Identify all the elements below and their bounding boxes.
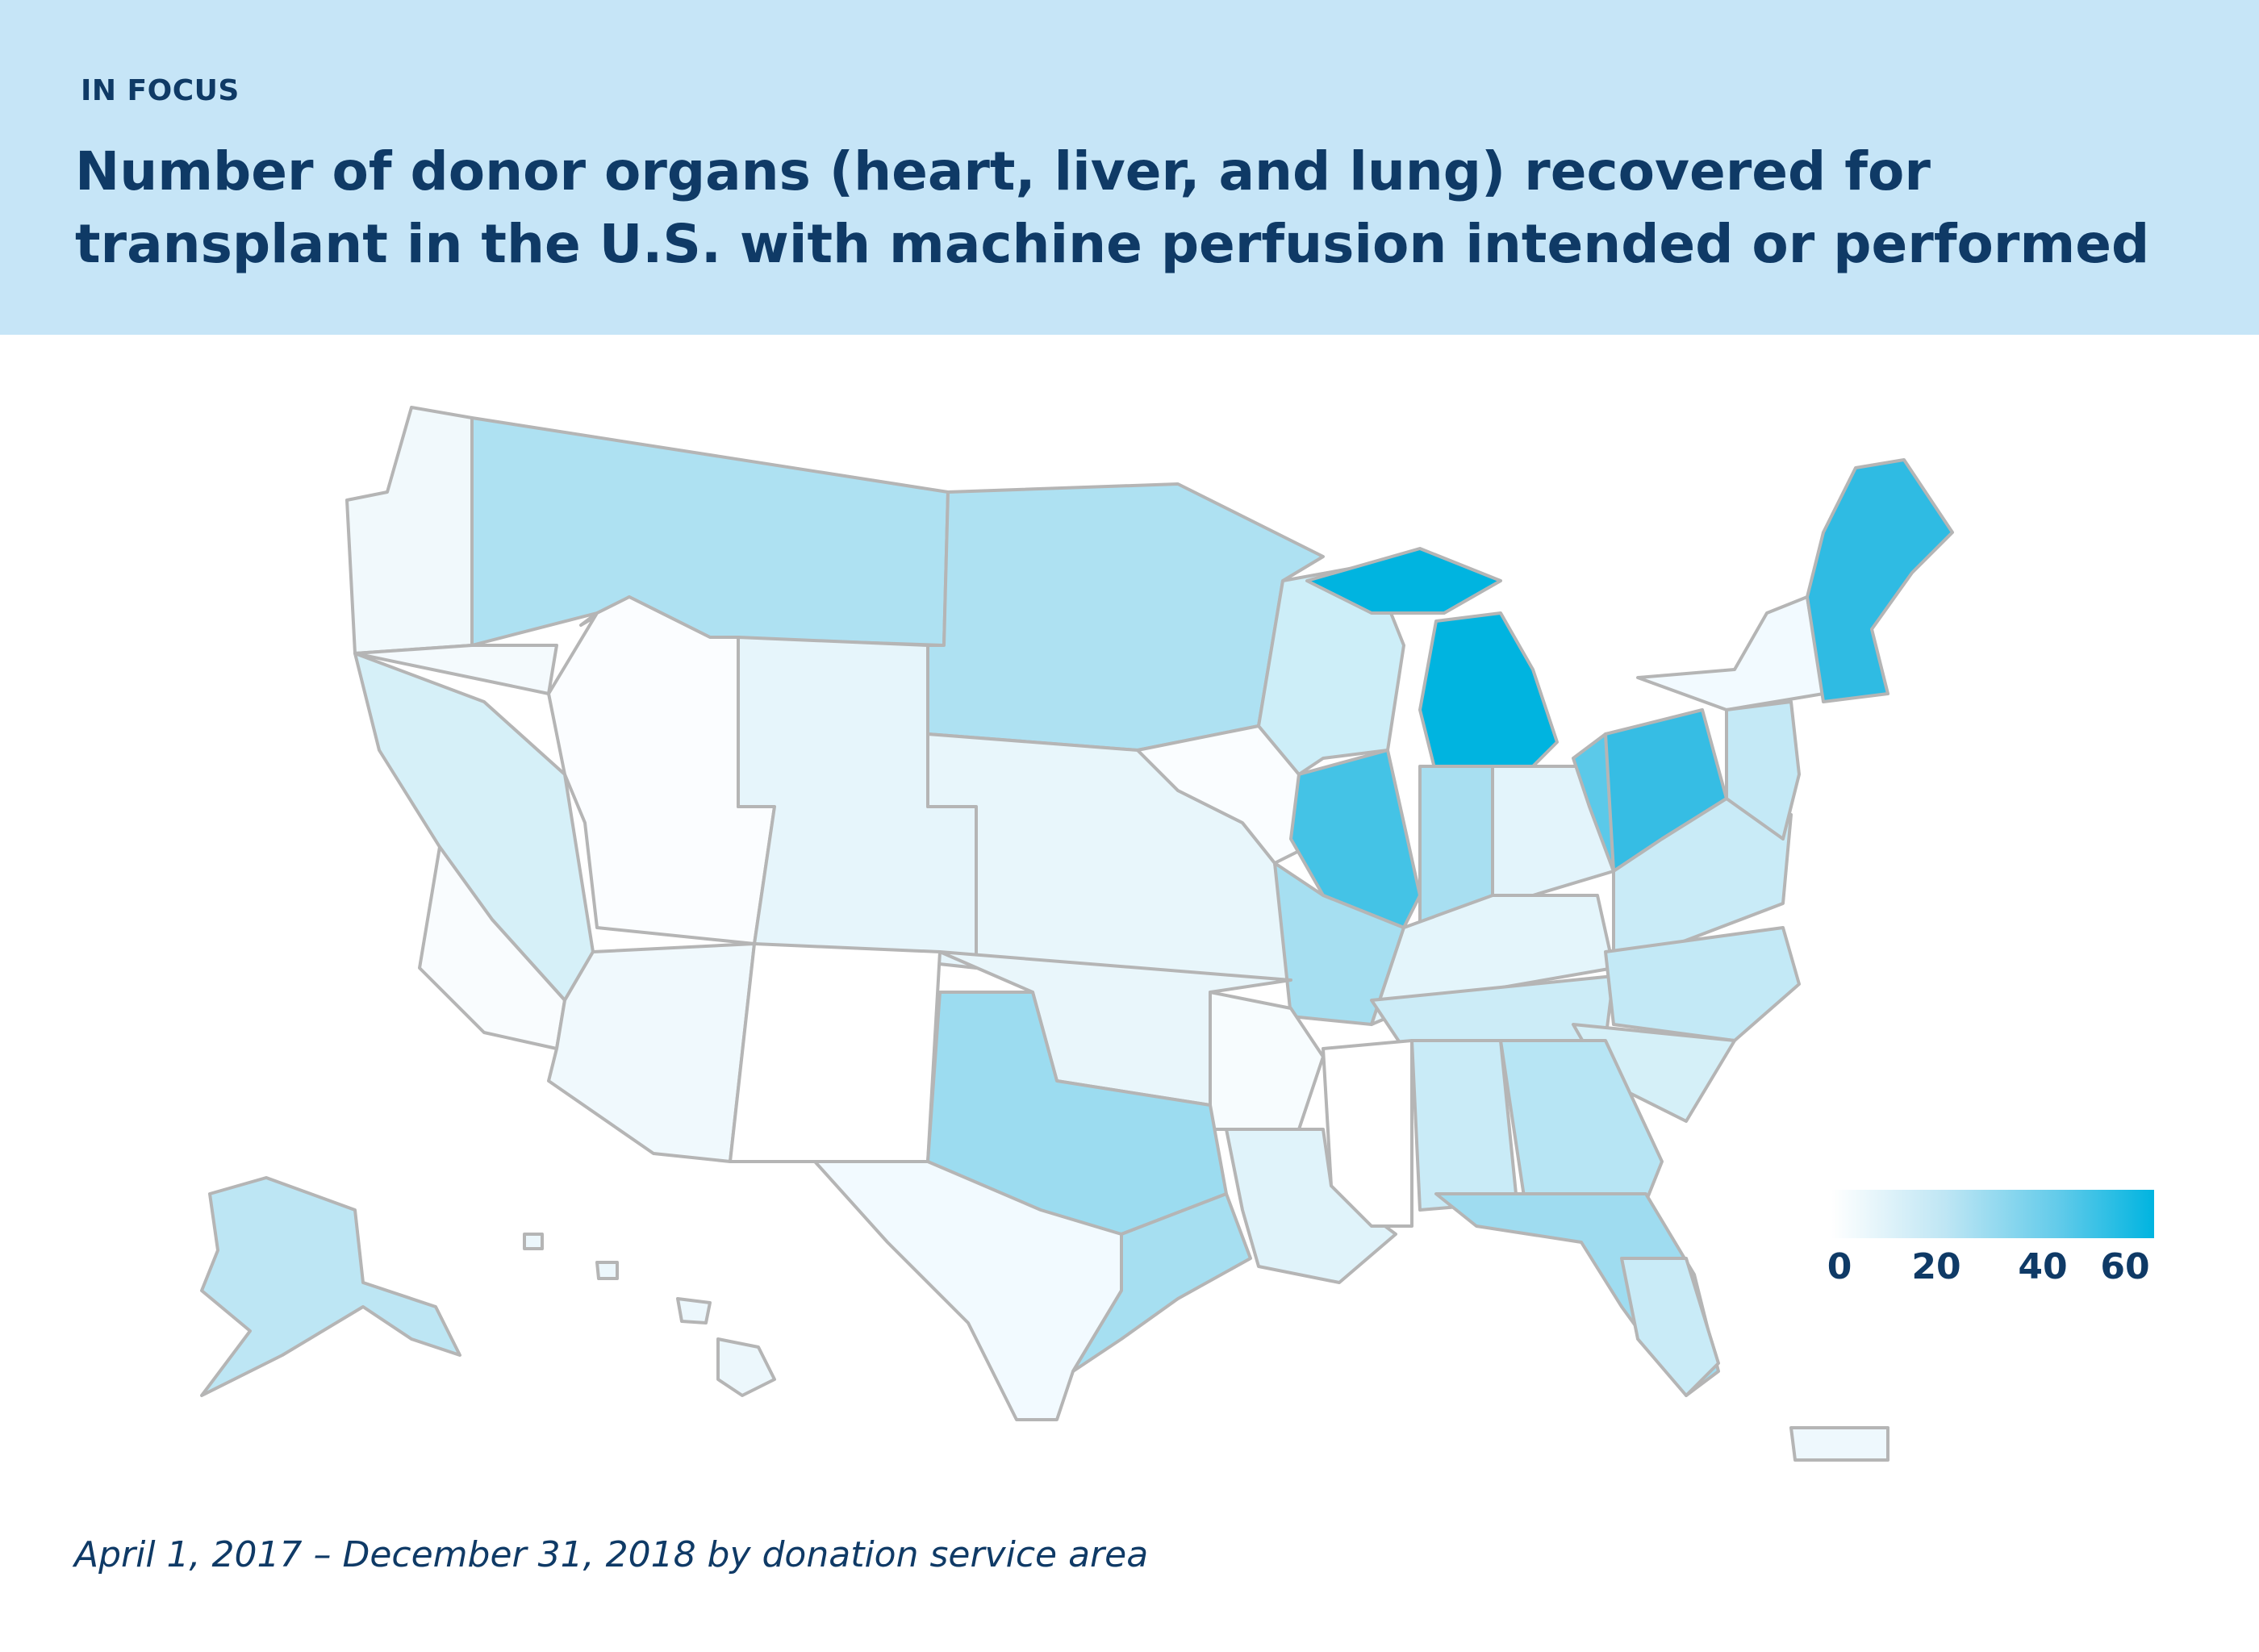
- region-arizona: [547, 942, 756, 1163]
- region-oregon: [353, 644, 558, 695]
- region-new-england: [1806, 458, 1954, 703]
- region-east-texas: [1071, 1192, 1252, 1373]
- page-title: Number of donor organs (heart, liver, an…: [75, 140, 2150, 275]
- region-louisiana: [1225, 1128, 1397, 1284]
- legend-tick: 0: [1827, 1246, 1852, 1287]
- region-hawaii-maui: [676, 1297, 712, 1325]
- us-map-svg: [200, 406, 1954, 1462]
- region-hawaii-kauai: [523, 1233, 544, 1250]
- region-upper-michigan: [1305, 547, 1502, 615]
- region-alaska: [200, 1176, 461, 1397]
- region-north-carolina: [1604, 926, 1801, 1042]
- region-puerto-rico: [1789, 1426, 1889, 1462]
- kicker-label: IN FOCUS: [81, 74, 240, 107]
- region-mississippi: [1322, 1039, 1413, 1228]
- region-georgia: [1499, 1039, 1664, 1204]
- region-michigan: [1418, 611, 1559, 776]
- footnote: April 1, 2017 – December 31, 2018 by don…: [74, 1534, 1149, 1575]
- region-new-jersey: [1725, 700, 1801, 841]
- region-montana: [470, 416, 950, 647]
- region-alabama: [1410, 1039, 1518, 1212]
- region-hawaii-oahu: [595, 1261, 619, 1280]
- legend-gradient-bar: [1831, 1190, 2154, 1238]
- region-new-york: [1636, 595, 1825, 711]
- region-hawaii-big-island: [716, 1337, 776, 1397]
- region-south-florida: [1620, 1257, 1720, 1397]
- legend-tick: 40: [2018, 1246, 2068, 1287]
- legend-tick: 60: [2100, 1246, 2150, 1287]
- header-banner: IN FOCUS Number of donor organs (heart, …: [0, 0, 2259, 335]
- region-new-mexico: [729, 942, 942, 1163]
- legend-tick: 20: [1911, 1246, 1961, 1287]
- color-legend: 0 20 40 60: [1827, 1190, 2154, 1303]
- region-washington: [345, 406, 474, 655]
- us-map: [0, 335, 2259, 1464]
